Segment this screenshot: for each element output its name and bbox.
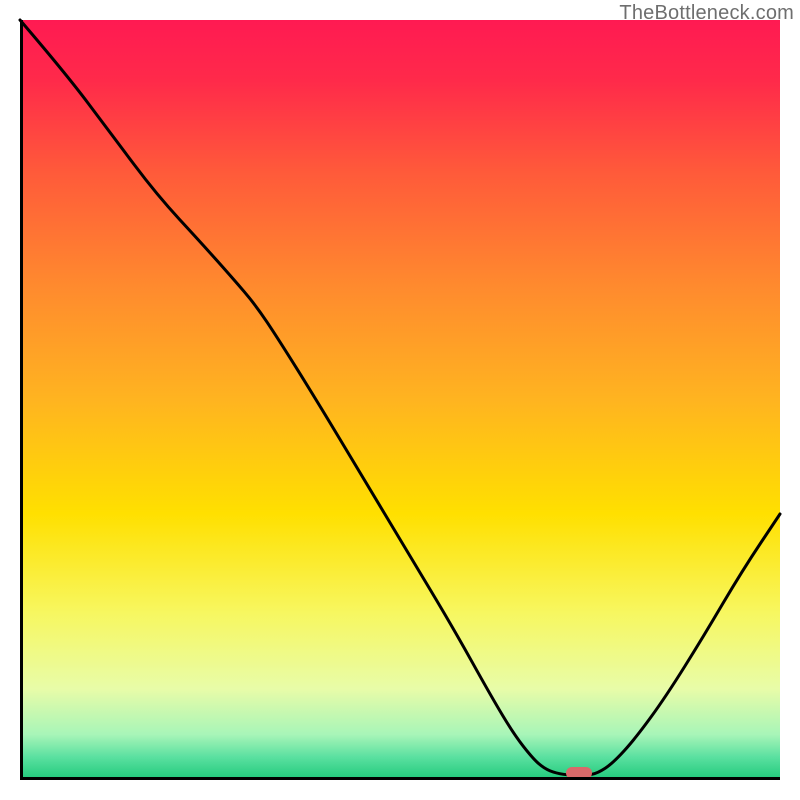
curve-svg [20,20,780,780]
y-axis [20,20,23,780]
plot-area [20,20,780,780]
x-axis [20,777,780,780]
bottleneck-curve [20,20,780,775]
